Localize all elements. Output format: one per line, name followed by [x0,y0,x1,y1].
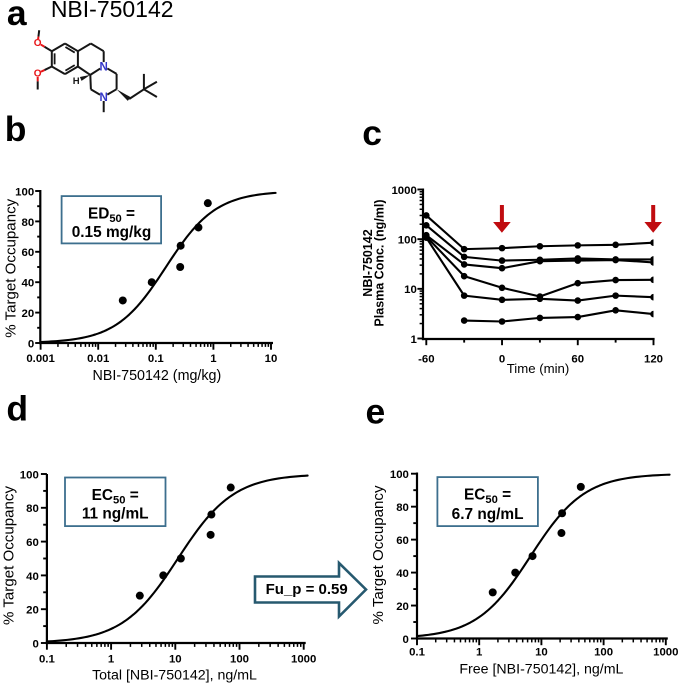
svg-text:10: 10 [265,353,278,365]
svg-text:% Target Occupancy: % Target Occupancy [3,198,20,337]
svg-text:1000: 1000 [653,646,678,658]
svg-text:0: 0 [403,634,409,646]
svg-text:0.1: 0.1 [148,353,164,365]
svg-text:d: d [6,388,28,428]
svg-text:20: 20 [22,308,35,320]
svg-text:60: 60 [571,353,584,365]
svg-text:0.1: 0.1 [39,654,55,666]
svg-text:10: 10 [535,646,548,658]
svg-text:ED50 =: ED50 = [88,205,135,225]
svg-text:100: 100 [230,654,249,666]
svg-text:1: 1 [108,654,115,666]
svg-text:N: N [100,92,108,104]
svg-text:1: 1 [476,646,483,658]
svg-text:11 ng/mL: 11 ng/mL [82,506,149,523]
svg-text:-60: -60 [418,353,434,365]
svg-text:1000: 1000 [291,654,316,666]
svg-text:40: 40 [22,278,35,290]
svg-text:0.01: 0.01 [87,353,110,365]
svg-text:EC50 =: EC50 = [464,486,511,506]
svg-text:EC50 =: EC50 = [92,487,139,507]
svg-text:80: 80 [396,502,409,514]
svg-text:20: 20 [26,605,39,617]
svg-text:80: 80 [26,503,39,515]
svg-text:6.7 ng/mL: 6.7 ng/mL [452,506,524,523]
svg-text:Free [NBI-750142], ng/mL: Free [NBI-750142], ng/mL [459,662,623,678]
svg-text:NBI-750142 (mg/kg): NBI-750142 (mg/kg) [93,368,222,384]
svg-text:0: 0 [499,353,505,365]
svg-text:20: 20 [396,601,409,613]
svg-text:Time (min): Time (min) [507,361,570,376]
svg-text:O: O [34,69,42,80]
svg-text:b: b [5,109,27,149]
svg-text:60: 60 [396,535,409,547]
svg-text:e: e [366,391,386,431]
svg-text:10: 10 [404,284,417,296]
svg-text:Total [NBI-750142], ng/mL: Total [NBI-750142], ng/mL [92,667,257,683]
svg-text:1: 1 [210,353,217,365]
svg-text:N: N [100,61,108,73]
svg-text:100: 100 [15,186,34,198]
svg-text:40: 40 [396,568,409,580]
svg-text:60: 60 [22,247,35,259]
svg-text:1000: 1000 [391,185,416,197]
svg-text:0.15 mg/kg: 0.15 mg/kg [72,224,152,241]
svg-text:c: c [362,113,382,153]
svg-text:100: 100 [390,469,409,481]
svg-text:0.001: 0.001 [26,353,55,365]
svg-text:% Target Occupancy: % Target Occupancy [0,486,17,625]
svg-text:1: 1 [410,334,417,346]
svg-text:100: 100 [594,646,613,658]
svg-text:% Target Occupancy: % Target Occupancy [370,485,387,624]
svg-text:a: a [7,0,27,33]
svg-text:0: 0 [32,638,38,650]
svg-text:O: O [34,38,42,49]
svg-text:Plasma Conc. (ng/ml): Plasma Conc. (ng/ml) [373,199,387,326]
svg-text:60: 60 [26,537,39,549]
svg-text:10: 10 [169,654,182,666]
svg-text:0: 0 [28,338,34,350]
svg-text:Fu_p = 0.59: Fu_p = 0.59 [266,581,348,598]
svg-text:100: 100 [20,469,39,481]
svg-text:NBI-750142: NBI-750142 [51,0,174,22]
svg-text:40: 40 [26,571,39,583]
svg-text:100: 100 [398,235,417,247]
svg-text:80: 80 [22,217,35,229]
svg-text:H: H [73,76,80,87]
svg-text:120: 120 [644,353,663,365]
svg-text:NBI-750142: NBI-750142 [361,229,375,296]
svg-text:0.1: 0.1 [409,646,425,658]
